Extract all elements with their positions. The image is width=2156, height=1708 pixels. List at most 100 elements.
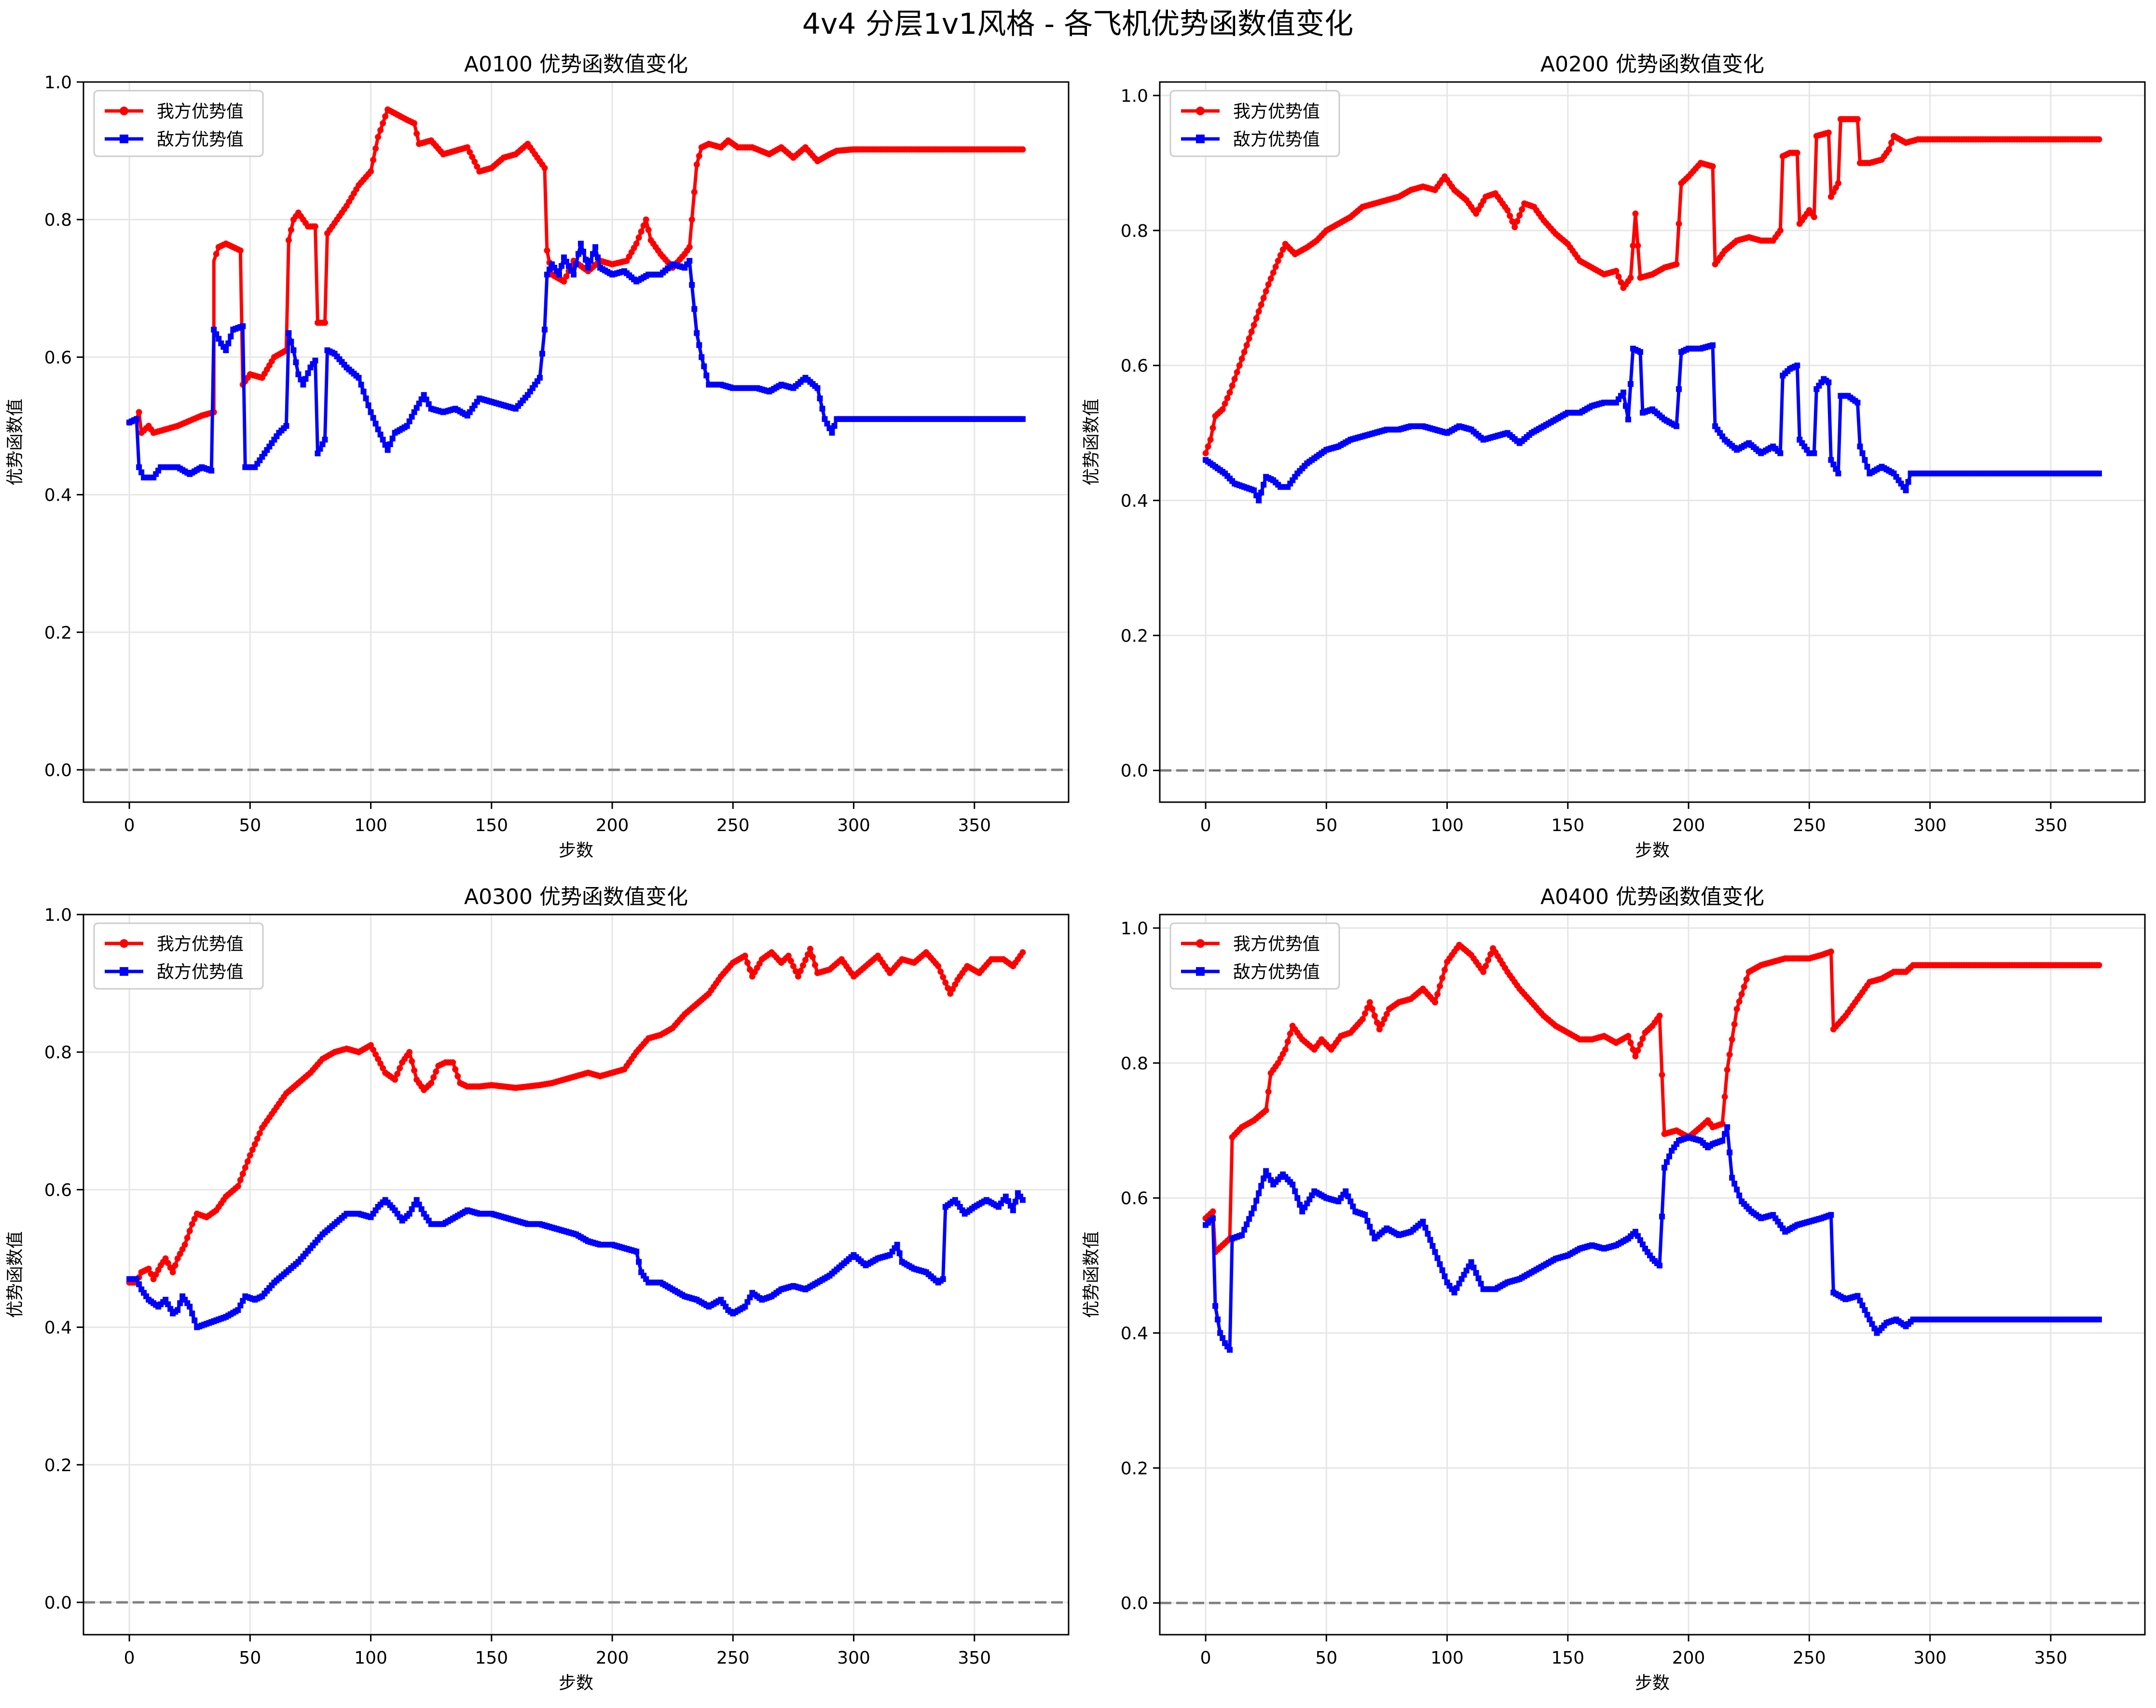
data-point	[1733, 1006, 1740, 1012]
data-point	[225, 340, 232, 346]
subplot-2: 0 50 100 150 200 250 300 350 0.0 0.2 0.4 0.6 0.8 1.0 A…	[1082, 52, 2146, 861]
x-tick-label: 100	[354, 1648, 387, 1668]
data-point	[1830, 461, 1837, 467]
data-point	[1738, 991, 1745, 997]
data-point	[1277, 252, 1284, 259]
data-point	[1470, 1264, 1477, 1271]
y-tick-label: 1.0	[1121, 919, 1148, 939]
data-point	[1613, 268, 1620, 274]
data-point	[213, 331, 220, 337]
data-point	[1857, 443, 1863, 450]
data-point	[421, 392, 427, 398]
data-point	[211, 327, 217, 333]
data-point	[1434, 1255, 1441, 1261]
data-point	[1676, 386, 1682, 392]
data-point	[1731, 1180, 1738, 1187]
subplot-title: A0100 优势函数值变化	[464, 52, 688, 77]
x-tick-label: 150	[475, 816, 508, 835]
data-point	[1827, 948, 1834, 955]
data-point	[1246, 1216, 1252, 1222]
data-point	[640, 222, 647, 229]
data-point	[370, 157, 377, 164]
data-point	[1422, 1225, 1428, 1231]
y-tick-label: 0.2	[44, 623, 72, 643]
data-point	[1369, 1230, 1375, 1236]
data-point	[368, 409, 374, 415]
data-point	[570, 272, 577, 278]
data-point	[1794, 362, 1800, 369]
data-point	[580, 248, 587, 255]
data-point	[1442, 967, 1448, 973]
data-point	[940, 974, 947, 981]
y-axis-label: 优势函数值	[1082, 398, 1101, 485]
data-point	[228, 333, 234, 340]
legend-marker	[1196, 107, 1205, 115]
data-point	[1364, 1217, 1371, 1224]
data-point	[1275, 258, 1281, 264]
data-point	[1828, 457, 1834, 463]
data-point	[315, 451, 321, 457]
data-point	[1634, 242, 1641, 249]
data-point	[1270, 269, 1277, 276]
legend-label: 我方优势值	[157, 102, 244, 122]
data-point	[1019, 146, 1026, 153]
figure-suptitle: 4v4 分层1v1风格 - 各飞机优势函数值变化	[802, 7, 1354, 41]
data-point	[1483, 963, 1489, 970]
data-point	[1637, 1041, 1644, 1048]
series-enemy	[126, 1190, 1026, 1330]
data-point	[1290, 1181, 1296, 1188]
x-tick-label: 350	[2034, 1648, 2067, 1668]
data-point	[1231, 376, 1238, 383]
y-tick-label: 0.4	[1121, 492, 1148, 511]
data-point	[1439, 1267, 1445, 1273]
data-point	[1239, 1232, 1245, 1238]
data-point	[1507, 213, 1513, 219]
data-point	[643, 216, 649, 223]
data-point	[544, 247, 550, 254]
x-tick-label: 350	[958, 1648, 991, 1668]
data-point	[824, 421, 830, 427]
data-point	[1625, 416, 1631, 423]
data-point	[136, 464, 142, 470]
data-point	[380, 120, 386, 127]
data-point	[382, 113, 389, 120]
data-point	[1622, 403, 1629, 409]
y-tick-label: 0.6	[1121, 356, 1148, 376]
data-point	[1241, 349, 1248, 355]
data-point	[177, 1300, 183, 1306]
data-point	[785, 953, 792, 959]
data-point	[1719, 1120, 1726, 1127]
data-point	[1869, 1321, 1875, 1327]
data-point	[1835, 470, 1841, 477]
subplot-3: 0 50 100 150 200 250 300 350 0.0 0.2 0.4 0.6 0.8 1.0 A…	[5, 885, 1070, 1693]
data-point	[1468, 1259, 1474, 1265]
data-point	[426, 401, 432, 407]
data-point	[1261, 481, 1267, 488]
data-point	[1246, 335, 1252, 342]
data-point	[1434, 991, 1441, 997]
series-own	[126, 945, 1026, 1286]
data-point	[1205, 443, 1211, 450]
x-tick-label: 150	[475, 1648, 508, 1668]
data-point	[701, 363, 707, 369]
data-point	[1282, 1046, 1289, 1053]
data-point	[169, 1269, 176, 1276]
data-point	[1729, 1036, 1735, 1043]
data-point	[165, 1301, 171, 1308]
data-point	[418, 1206, 425, 1212]
data-point	[1710, 342, 1716, 348]
data-point	[2096, 470, 2102, 477]
data-point	[1425, 1230, 1431, 1237]
y-tick-label: 1.0	[44, 73, 72, 93]
y-tick-label: 0.8	[1121, 221, 1148, 241]
axes-frame	[1159, 81, 2146, 803]
data-point	[454, 1073, 461, 1079]
data-point	[372, 421, 379, 427]
data-point	[240, 323, 246, 329]
data-point	[239, 1171, 246, 1177]
data-point	[1859, 1302, 1866, 1309]
data-point	[469, 153, 476, 160]
data-point	[283, 423, 289, 429]
